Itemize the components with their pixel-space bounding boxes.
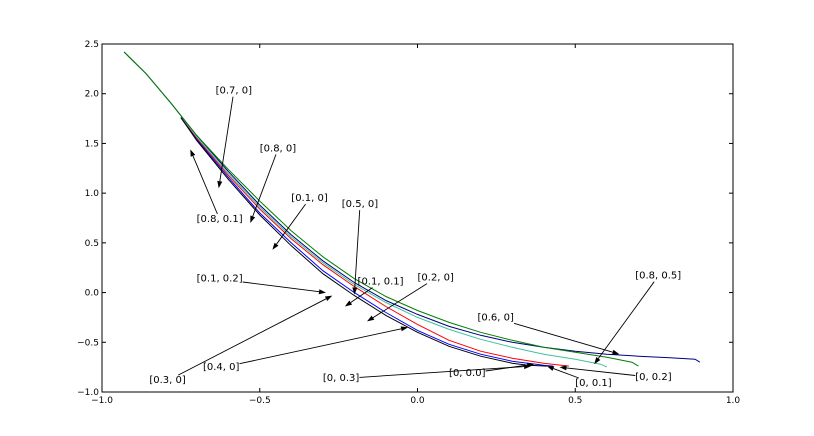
annotation-arrow-line [242,281,320,293]
annotation-label: [0, 0.3] [323,373,360,384]
annotation-arrowhead [217,180,223,189]
x-tick-label: 0.0 [410,396,425,406]
annotation-label: [0.8, 0] [260,143,297,154]
annotation-arrow-line [252,154,277,217]
annotation-arrowhead [527,362,535,368]
annotation-arrow-line [350,287,373,303]
x-tick-label: 0.5 [568,396,582,406]
y-tick-label: 1.0 [85,189,100,199]
annotation: [0.3, 0] [149,295,333,386]
annotation-label: [0.4, 0] [203,362,240,373]
annotation-label: [0.1, 0] [291,193,328,204]
annotation-arrow-line [192,155,218,215]
annotation-arrowhead [594,357,601,365]
annotation-arrow-line [239,328,402,365]
annotation: [0, 0.0] [449,362,535,379]
annotation: [0.8, 0.1] [190,149,243,225]
annotation-label: [0.6, 0] [477,312,514,323]
annotation-arrowhead [318,289,326,295]
y-tick-label: 1.5 [85,139,99,149]
annotation: [0.1, 0.2] [197,274,326,295]
x-tick-label: 1.0 [726,396,741,406]
annotation-arrow-line [359,366,525,378]
annotation-arrow-line [485,364,528,372]
annotation-arrow-line [354,210,361,288]
annotation-label: [0.8, 0.1] [197,214,243,225]
annotation-arrowhead [612,349,620,355]
series-line-2 [123,51,639,367]
y-tick-label: 0.5 [85,239,99,249]
annotation-arrow-line [219,96,234,182]
annotation-label: [0.5, 0] [342,199,379,210]
annotation-arrow-line [276,203,306,245]
annotation: [0.6, 0] [477,312,620,355]
annotation: [0.8, 0] [250,143,296,223]
y-tick-label: 0.0 [85,289,100,299]
annotation-label: [0.7, 0] [216,86,253,97]
annotation-arrowhead [272,242,279,250]
annotation: [0, 0.2] [559,365,672,383]
x-axis: −1.0 −0.5 0.0 0.5 1.0 [91,44,740,406]
annotation-layer: [0.7, 0] [0.8, 0] [0.1, 0] [0.5, 0] [0.8, 0.… [149,86,681,389]
annotation-arrow-line [553,368,579,379]
series-line-5 [180,117,554,367]
annotation-arrowhead [352,287,358,295]
annotation-arrowhead [190,149,196,157]
y-tick-label: 2.0 [85,90,100,100]
x-tick-label: −0.5 [249,396,271,406]
annotation: [0.1, 0] [272,193,328,250]
y-axis: −1.0 −0.5 0.0 0.5 1.0 1.5 2.0 2.5 [77,40,733,398]
y-tick-label: −1.0 [77,388,99,398]
y-tick-label: 2.5 [85,40,99,50]
annotation-arrow-line [513,322,613,353]
annotation: [0.1, 0.1] [344,277,404,307]
annotation-arrowhead [546,366,555,371]
annotation-label: [0.3, 0] [149,375,186,386]
annotation-label: [0, 0.2] [635,372,672,383]
annotation-label: [0.1, 0.2] [197,274,243,285]
annotation-label: [0.1, 0.1] [358,277,404,288]
annotation-arrowhead [400,326,408,332]
series-line-6 [180,117,547,367]
annotation-arrowhead [344,300,353,307]
annotation: [0.7, 0] [216,86,253,189]
series-layer [123,51,701,368]
series-line-4 [180,117,569,367]
annotation-label: [0.2, 0] [418,273,455,284]
annotation-arrowhead [324,295,333,301]
annotation-arrowhead [367,315,375,322]
annotation-arrow-line [177,298,327,376]
annotation-arrow-line [597,281,655,359]
annotation-arrowhead [559,365,567,371]
x-tick-label: −1.0 [91,396,113,406]
y-tick-label: −0.5 [77,338,99,348]
annotation: [0.2, 0] [367,273,454,322]
annotation: [0.8, 0.5] [594,271,681,365]
annotation-arrowhead [250,215,256,223]
annotation-arrow-line [372,283,428,319]
annotation-label: [0, 0.0] [449,368,486,379]
annotation-label: [0, 0.1] [575,378,612,389]
annotation: [0, 0.1] [546,366,612,389]
annotation-arrow-line [566,367,636,376]
annotation-label: [0.8, 0.5] [635,271,681,282]
annotation: [0.4, 0] [203,326,408,373]
annotation: [0.5, 0] [342,199,379,295]
series-line-3 [180,117,608,368]
